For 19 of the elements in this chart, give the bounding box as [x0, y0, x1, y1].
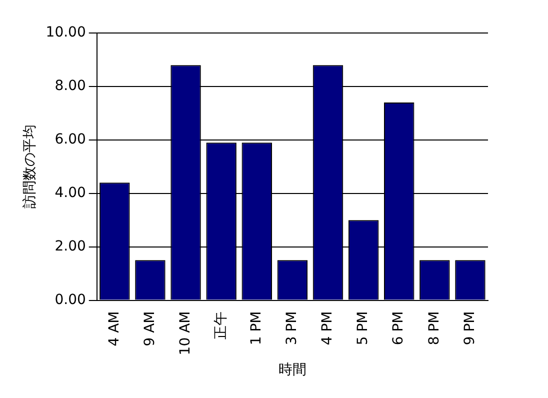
y-tick-label: 8.00 — [54, 78, 86, 94]
x-tick-label: 1 PM — [248, 311, 265, 346]
y-tick-label: 6.00 — [54, 132, 86, 148]
x-tick-label: 5 PM — [355, 311, 372, 346]
x-tick-label: 9 AM — [142, 311, 158, 346]
x-tick-label: 4 PM — [320, 311, 336, 346]
y-axis-title: 訪問数の平均 — [22, 124, 38, 209]
x-tick-label: 4 AM — [106, 311, 122, 346]
y-tick-label: 4.00 — [54, 185, 86, 202]
x-axis-title: 時間 — [278, 362, 306, 378]
x-tick-label: 9 PM — [462, 311, 478, 346]
y-tick-label: 10.00 — [46, 24, 86, 41]
y-tick-label: 0.00 — [54, 292, 86, 308]
y-tick-label: 2.00 — [54, 238, 86, 254]
x-tick-label: 正午 — [212, 311, 229, 340]
x-tick-label: 8 PM — [426, 311, 442, 346]
x-tick-label: 3 PM — [284, 311, 300, 346]
x-tick-label: 6 PM — [390, 311, 407, 346]
x-tick-label: 10 AM — [177, 311, 194, 356]
